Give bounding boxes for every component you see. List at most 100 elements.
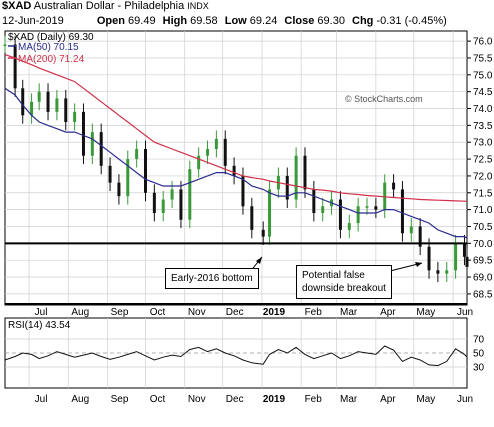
- rsi-tick-label: 70: [473, 335, 485, 346]
- rsi-x-gridlines: [28, 318, 454, 388]
- annotation-breakout-line2: downside breakout: [302, 283, 386, 294]
- price-bar-body: [143, 148, 147, 193]
- x-tick-label: 2019: [263, 307, 286, 318]
- annotation-bottom-text: Early-2016 bottom: [171, 273, 253, 284]
- price-bar-body: [117, 182, 121, 197]
- price-bar-body: [81, 111, 85, 156]
- y-tick-label: 69.5: [473, 256, 493, 267]
- price-bar-body: [285, 175, 289, 200]
- price-bar-body: [13, 44, 17, 89]
- price-bar-body: [64, 98, 68, 122]
- x-tick-label: May: [416, 307, 435, 318]
- x-tick-label: Feb: [305, 307, 323, 318]
- x-tick-label: Mar: [340, 307, 358, 318]
- watermark: © StockCharts.com: [345, 94, 423, 104]
- y-tick-label: 71.0: [473, 205, 493, 216]
- y-tick-label: 74.5: [473, 87, 493, 98]
- security-name: Australian Dollar - Philadelphia: [33, 0, 185, 12]
- low-label: Low: [224, 15, 247, 27]
- price-bar-body: [126, 159, 130, 197]
- price-bar-body: [232, 165, 236, 176]
- price-bar-body: [462, 243, 466, 257]
- x-tick-label: Sep: [111, 307, 129, 318]
- price-bar-body: [347, 223, 351, 230]
- rsi-line: [4, 345, 468, 367]
- price-bar-body: [55, 98, 59, 112]
- price-bar-body: [3, 44, 7, 46]
- x-tick-label: Nov: [188, 307, 206, 318]
- rsi-axis-ticks: 30 50 70: [473, 335, 485, 374]
- price-bar-body: [214, 138, 218, 149]
- rsi-label: RSI(14) 43.54: [8, 320, 71, 331]
- price-bar-body: [365, 206, 369, 208]
- exchange: INDX: [187, 1, 209, 11]
- price-bar-body: [356, 206, 360, 224]
- price-bars: [3, 36, 469, 283]
- x-tick-label: Jul: [35, 307, 48, 318]
- x-tick-label-bottom: Mar: [340, 394, 358, 405]
- high-value: 69.58: [190, 15, 218, 27]
- x-tick-label: Dec: [226, 307, 244, 318]
- price-bar-body: [46, 91, 50, 112]
- x-tick-label-bottom: May: [416, 394, 435, 405]
- chart-title: $XAD Australian Dollar - Philadelphia IN…: [2, 0, 209, 12]
- annotation-breakout-line1: Potential false: [302, 270, 365, 281]
- x-axis-labels-bottom: Jul Aug Sep Oct Nov Dec 2019 Feb Mar Apr May Jun: [35, 394, 473, 405]
- y-tick-label: 68.5: [473, 289, 493, 300]
- x-tick-label-bottom: 2019: [263, 394, 286, 405]
- price-bar-body: [436, 270, 440, 274]
- price-bar-body: [418, 226, 422, 247]
- x-gridlines: [28, 31, 454, 304]
- price-bar-body: [108, 165, 112, 183]
- rsi-tick-label: 30: [473, 363, 485, 374]
- y-tick-label: 73.0: [473, 138, 493, 149]
- price-bar-body: [161, 199, 165, 213]
- price-bar-body: [392, 182, 396, 190]
- price-bar-body: [338, 199, 342, 230]
- x-tick-label-bottom: Feb: [305, 394, 323, 405]
- high-label: High: [162, 15, 188, 27]
- x-tick-label-bottom: Dec: [226, 394, 244, 405]
- open-label: Open: [96, 15, 125, 27]
- price-bar-body: [37, 91, 41, 102]
- ma200-line: [4, 54, 468, 203]
- rsi-tick-label: 50: [473, 349, 485, 360]
- y-axis-ticks: 68.5 69.0 69.5 70.0 70.5 71.0 71.5 72.0 72.5 73.0…: [467, 37, 493, 300]
- y-tick-label: 71.5: [473, 188, 493, 199]
- price-bar-body: [445, 270, 449, 274]
- bottom-arrow-head: [256, 257, 262, 264]
- price-bar-body: [250, 206, 254, 230]
- breakout-arrow-head: [415, 262, 422, 267]
- y-tick-label: 75.5: [473, 53, 493, 64]
- x-tick-label: Oct: [150, 307, 166, 318]
- x-tick-label-bottom: Jun: [457, 394, 473, 405]
- ma50-line: [4, 87, 468, 239]
- price-bar-body: [383, 182, 387, 210]
- open-value: 69.49: [128, 15, 156, 27]
- x-tick-label-bottom: Aug: [71, 394, 89, 405]
- y-tick-label: 76.0: [473, 37, 493, 48]
- low-value: 69.24: [249, 15, 278, 27]
- price-bar-body: [135, 148, 139, 160]
- price-bar-body: [21, 88, 25, 116]
- price-bar-body: [268, 189, 272, 237]
- price-bar-body: [73, 111, 77, 122]
- x-tick-label-bottom: Nov: [188, 394, 206, 405]
- x-tick-label: Apr: [380, 307, 396, 318]
- y-tick-label: 70.0: [473, 239, 493, 250]
- price-bar-body: [188, 169, 192, 220]
- x-tick-label-bottom: Jul: [35, 394, 48, 405]
- price-bar-body: [90, 132, 94, 156]
- rsi-gridlines: [5, 338, 467, 368]
- legend-ma200: MA(200) 71.24: [18, 54, 85, 65]
- x-tick-label-bottom: Apr: [380, 394, 396, 405]
- price-panel: [4, 30, 468, 306]
- quote-row: 12-Jun-2019 Open 69.49 High 69.58 Low 69…: [2, 15, 492, 27]
- chg-label: Chg: [352, 15, 374, 27]
- quote-date: 12-Jun-2019: [2, 15, 64, 27]
- y-tick-label: 70.5: [473, 222, 493, 233]
- legend-ma50: MA(50) 70.15: [18, 42, 79, 53]
- legend-price: $XAD (Daily) 69.30: [8, 32, 94, 43]
- price-bar-body: [197, 155, 201, 170]
